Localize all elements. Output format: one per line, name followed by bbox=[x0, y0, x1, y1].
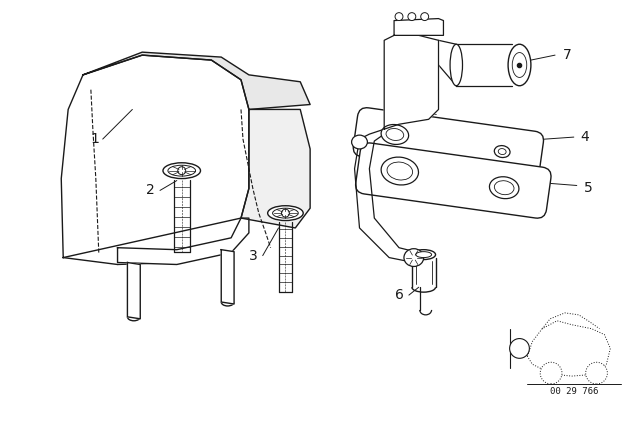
Text: 00 29 766: 00 29 766 bbox=[550, 388, 598, 396]
Ellipse shape bbox=[351, 135, 367, 149]
Circle shape bbox=[509, 339, 529, 358]
Polygon shape bbox=[241, 109, 310, 228]
Ellipse shape bbox=[412, 250, 436, 259]
Ellipse shape bbox=[395, 13, 403, 21]
Polygon shape bbox=[118, 218, 249, 264]
Circle shape bbox=[282, 209, 289, 217]
Ellipse shape bbox=[494, 146, 510, 158]
Ellipse shape bbox=[508, 44, 531, 86]
Ellipse shape bbox=[416, 252, 431, 258]
Ellipse shape bbox=[512, 52, 527, 78]
Polygon shape bbox=[221, 250, 234, 304]
Ellipse shape bbox=[273, 208, 298, 218]
Polygon shape bbox=[61, 55, 249, 258]
Ellipse shape bbox=[490, 177, 519, 198]
FancyBboxPatch shape bbox=[356, 143, 551, 218]
Circle shape bbox=[540, 362, 562, 384]
Circle shape bbox=[586, 362, 607, 384]
Polygon shape bbox=[394, 18, 444, 35]
Ellipse shape bbox=[408, 13, 416, 21]
Polygon shape bbox=[355, 129, 419, 263]
Ellipse shape bbox=[404, 249, 424, 267]
Ellipse shape bbox=[499, 149, 506, 155]
Circle shape bbox=[178, 167, 186, 175]
Ellipse shape bbox=[450, 44, 463, 86]
Text: 4: 4 bbox=[580, 130, 589, 144]
Ellipse shape bbox=[494, 181, 514, 195]
Text: 6: 6 bbox=[395, 288, 403, 302]
FancyBboxPatch shape bbox=[353, 108, 543, 180]
Ellipse shape bbox=[163, 163, 200, 179]
Text: 2: 2 bbox=[146, 183, 154, 198]
Text: 5: 5 bbox=[584, 181, 593, 195]
Ellipse shape bbox=[420, 13, 429, 21]
Ellipse shape bbox=[387, 162, 413, 180]
Ellipse shape bbox=[268, 206, 303, 220]
Text: 7: 7 bbox=[563, 48, 572, 62]
Polygon shape bbox=[384, 35, 438, 129]
Text: 1: 1 bbox=[90, 132, 99, 146]
Text: 3: 3 bbox=[248, 249, 257, 263]
Ellipse shape bbox=[386, 129, 404, 141]
Ellipse shape bbox=[381, 157, 419, 185]
Ellipse shape bbox=[381, 125, 408, 144]
Ellipse shape bbox=[168, 165, 196, 176]
Polygon shape bbox=[127, 263, 140, 319]
Polygon shape bbox=[83, 52, 310, 109]
